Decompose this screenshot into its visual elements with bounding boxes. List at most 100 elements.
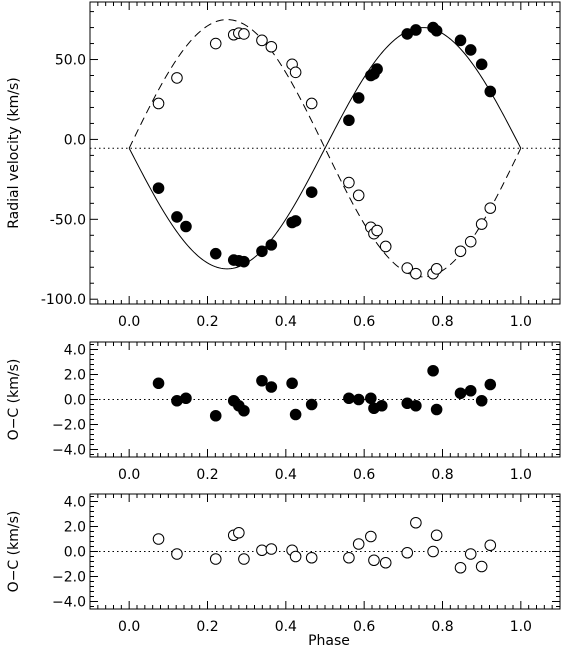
primary-data-point [180,220,192,233]
primary-data-point [484,378,497,391]
primary-data-point [343,392,355,405]
primary-data-point [430,24,443,37]
primary-data-point [352,393,365,406]
primary-data-point [286,377,298,390]
primary-data-point [475,394,488,407]
y-tick-label: 4.0 [64,495,86,511]
secondary-data-point [352,189,365,202]
y-axis-label: Radial velocity (km/s) [6,77,22,229]
primary-data-point [265,381,278,393]
primary-data-point [152,182,165,194]
primary-data-point [410,399,422,412]
secondary-data-point [454,245,467,258]
primary-data-point [238,404,250,417]
oc-primary-panel: 0.0 0.2 0.4 0.6 0.8 1.0 −4.0 −2.0 0.0 2.0 4.0 O−C (… [6,341,561,483]
secondary-data-point [305,97,318,110]
secondary-data-point [464,235,477,248]
y-tick-label: 0.0 [64,132,86,148]
x-tick-label: 0.8 [431,619,453,635]
secondary-data-point [233,526,245,539]
y-tick-label: −2.0 [52,570,86,586]
x-tick-label: 1.0 [510,314,532,330]
oc-secondary-panel: 0.0 0.2 0.4 0.6 0.8 1.0 −4.0 −2.0 0.0 2.0 4.0 O−C (… [6,493,561,635]
primary-data-point [152,377,165,390]
secondary-data-point [343,551,355,564]
primary-data-point [305,398,318,411]
primary-data-point [410,24,422,36]
x-tick-label: 0.4 [275,619,297,635]
y-tick-label: 2.0 [64,368,86,384]
primary-data-point [375,399,388,412]
rv-curve-panel: 0.0 0.2 0.4 0.6 0.8 1.0 -100.0 -50.0 0.0 50.0 Radi… [6,1,561,330]
secondary-data-point [152,533,165,545]
primary-data-point [305,186,318,198]
y-axis-label: O−C (km/s) [6,511,22,593]
x-tick-label: 0.6 [353,314,375,330]
primary-data-point [343,114,355,127]
secondary-data-point [238,28,250,40]
secondary-data-point [152,97,165,110]
secondary-model-curve [128,19,522,278]
secondary-data-point [430,529,443,542]
secondary-data-point [430,263,443,275]
x-tick-label: 0.2 [196,314,218,330]
x-tick-label: 0.8 [431,314,453,330]
secondary-data-point [379,240,392,253]
y-tick-label: -50.0 [50,212,86,228]
primary-data-point [454,387,467,400]
secondary-data-point [256,34,268,47]
secondary-data-point [484,539,497,552]
x-tick-label: 0.4 [275,467,297,483]
secondary-data-point [352,538,365,550]
secondary-data-point [238,553,250,565]
x-axis-label: Phase [308,633,350,649]
secondary-data-point [265,543,278,555]
x-tick-label: 0.2 [196,619,218,635]
y-axis-label: O−C (km/s) [6,359,22,441]
y-tick-label: -100.0 [41,292,86,308]
secondary-data-point [475,218,488,230]
secondary-data-point [209,37,222,50]
y-tick-label: 0.0 [64,393,86,409]
y-tick-label: −4.0 [52,595,86,611]
secondary-data-point [171,548,183,560]
secondary-data-point [209,553,222,565]
secondary-data-point [401,546,414,559]
primary-data-point [454,34,467,47]
x-tick-label: 0.8 [431,467,453,483]
primary-data-point [265,239,278,251]
secondary-data-point [475,560,488,573]
primary-data-point [171,211,183,223]
primary-data-point [209,409,222,422]
secondary-data-point [256,544,268,557]
secondary-data-point [410,267,422,280]
x-tick-label: 0.6 [353,619,375,635]
primary-data-point [256,374,268,387]
x-tick-label: 1.0 [510,619,532,635]
secondary-data-point [464,548,477,560]
primary-data-point [464,44,477,56]
primary-data-point [289,408,302,421]
x-tick-label: 0.0 [118,619,140,635]
secondary-data-point [305,551,318,564]
secondary-data-point [371,224,383,237]
primary-data-point [256,245,268,258]
secondary-data-point [289,550,302,563]
secondary-data-point [410,516,422,529]
x-tick-label: 0.2 [196,467,218,483]
primary-model-curve [128,27,522,270]
plot-frame [89,1,561,305]
secondary-data-point [289,66,302,79]
secondary-data-point [171,72,183,84]
primary-data-point [238,255,250,268]
secondary-data-point [265,40,278,53]
secondary-data-point [454,561,467,574]
primary-data-point [365,392,377,405]
x-tick-label: 0.4 [275,314,297,330]
x-tick-label: 0.0 [118,467,140,483]
secondary-data-point [379,556,392,569]
primary-data-point [475,58,488,71]
secondary-data-point [401,262,414,274]
primary-data-point [371,63,383,75]
